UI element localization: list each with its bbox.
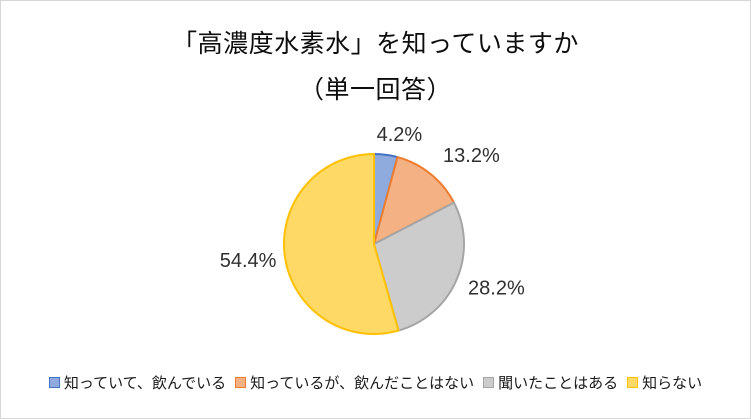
legend-label: 知らない	[642, 375, 703, 392]
legend-marker	[483, 377, 495, 388]
pie-data-label: 54.4%	[220, 250, 277, 272]
pie-data-label: 28.2%	[468, 278, 525, 300]
pie-slice-orange	[373, 156, 455, 245]
legend-label: 知っていて、飲んでいる	[63, 375, 227, 392]
chart-title-line2: （単一回答）	[298, 76, 452, 104]
legend-item: 聞いたことはある	[483, 372, 618, 393]
legend-marker	[235, 377, 247, 388]
legend-marker	[48, 377, 60, 388]
legend-item: 知らない	[627, 372, 702, 393]
chart-title: 「高濃度水素水」を知っていますか （単一回答）	[1, 21, 750, 113]
legend-label: 聞いたことはある	[498, 375, 619, 392]
pie-slice-gold	[282, 153, 400, 335]
legend-item: 知っていて、飲んでいる	[48, 372, 227, 393]
legend-item: 知っているが、飲んだことはない	[235, 372, 474, 393]
legend-marker	[627, 377, 639, 388]
pie-slice-gray	[373, 201, 465, 332]
pie-data-label: 4.2%	[377, 124, 423, 146]
chart-legend: 知っていて、飲んでいる 知っているが、飲んだことはない 聞いたことはある 知らない	[1, 372, 750, 393]
legend-label: 知っているが、飲んだことはない	[250, 375, 475, 392]
pie-data-label: 13.2%	[443, 145, 500, 167]
chart-title-line1: 「高濃度水素水」を知っていますか	[172, 30, 579, 58]
